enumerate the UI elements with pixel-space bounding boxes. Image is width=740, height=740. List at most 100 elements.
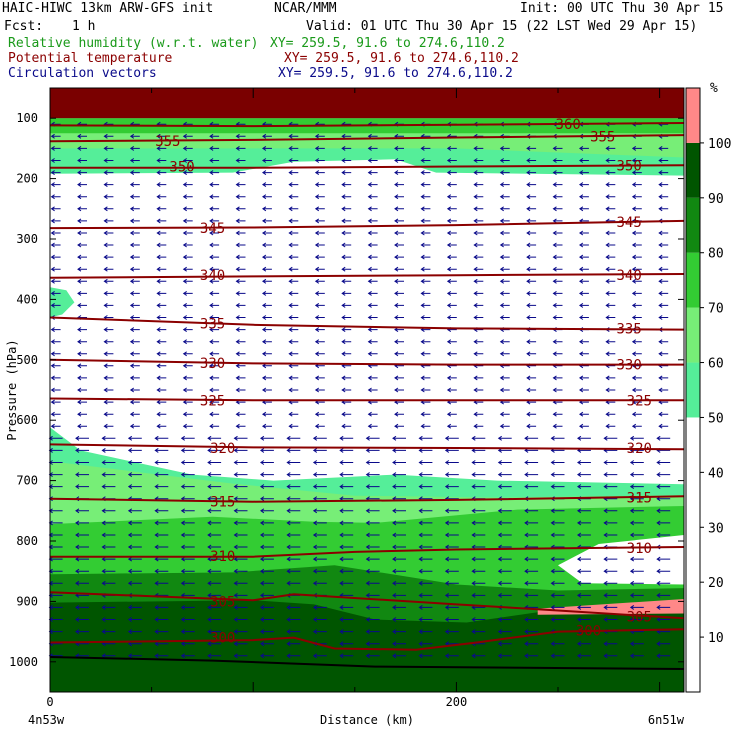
wind-vector — [497, 532, 512, 538]
wind-vector — [656, 556, 671, 562]
wind-vector — [473, 170, 484, 176]
wind-vector — [658, 206, 669, 212]
chart-title: HAIC-HIWC 13km ARW-GFS init — [2, 1, 214, 16]
wind-vector — [524, 592, 539, 598]
wind-vector — [75, 556, 89, 562]
wind-vector — [392, 472, 406, 478]
wind-vector — [658, 351, 669, 357]
wind-vector — [365, 568, 380, 574]
wind-vector — [497, 592, 512, 598]
wind-vector — [394, 206, 404, 212]
wind-vector — [526, 290, 537, 296]
wind-vector — [207, 592, 222, 598]
wind-vector — [180, 484, 195, 490]
wind-vector — [605, 387, 616, 393]
wind-vector — [392, 484, 406, 490]
wind-vector — [471, 484, 486, 490]
wind-vector — [50, 266, 61, 272]
wind-vector — [207, 435, 222, 441]
wind-vector — [418, 580, 433, 586]
wind-vector — [209, 327, 220, 333]
wind-vector — [473, 375, 484, 381]
wind-vector — [471, 617, 486, 622]
wind-vector — [261, 290, 272, 296]
wind-vector — [50, 218, 61, 224]
wind-vector — [50, 375, 61, 381]
wind-vector — [341, 170, 352, 176]
wind-vector — [552, 206, 563, 212]
wind-vector — [471, 532, 486, 538]
wind-vector — [154, 604, 169, 610]
wind-vector — [103, 399, 114, 405]
wind-vector — [658, 182, 669, 188]
wind-vector — [103, 194, 114, 200]
wind-vector — [77, 423, 87, 429]
wind-vector — [367, 254, 378, 260]
wind-vector — [578, 302, 589, 308]
wind-vector — [103, 423, 114, 429]
wind-vector — [499, 423, 510, 429]
wind-vector — [127, 556, 142, 562]
wind-vector — [444, 460, 459, 465]
wind-vector — [578, 170, 589, 176]
wind-vector — [550, 520, 565, 526]
wind-vector — [394, 242, 404, 248]
wind-vector — [288, 278, 299, 284]
wind-vector — [446, 182, 457, 188]
theta-line-325 — [49, 397, 684, 402]
wind-vector — [156, 133, 167, 139]
wind-vector — [286, 520, 301, 526]
wind-vector — [129, 230, 140, 236]
wind-vector — [473, 339, 484, 345]
wind-vector — [341, 145, 352, 151]
wind-vector — [524, 472, 539, 478]
wind-vector — [103, 158, 114, 163]
wind-vector — [603, 472, 618, 478]
wind-vector — [259, 568, 274, 574]
wind-vector — [418, 472, 433, 478]
wind-vector — [526, 315, 537, 320]
wind-vector — [420, 423, 431, 429]
wind-vector — [261, 254, 272, 260]
wind-vector — [629, 592, 644, 598]
wind-vector — [420, 351, 431, 357]
wind-vector — [420, 230, 431, 236]
wind-vector — [394, 351, 404, 357]
wind-vector — [658, 158, 669, 163]
wind-vector — [603, 460, 618, 465]
wind-vector — [446, 206, 457, 212]
wind-vector — [394, 230, 404, 236]
wind-vector — [341, 230, 352, 236]
wind-vector — [367, 327, 378, 333]
wind-vector — [235, 133, 246, 139]
wind-vector — [392, 556, 406, 562]
wind-vector — [339, 484, 354, 490]
wind-vector — [235, 290, 246, 296]
wind-vector — [182, 363, 193, 369]
wind-vector — [420, 182, 431, 188]
wind-vector — [77, 387, 87, 393]
theta-line-350 — [50, 164, 685, 169]
wind-vector — [552, 278, 563, 284]
wind-vector — [50, 145, 61, 151]
wind-vector — [233, 629, 248, 635]
wind-vector — [235, 266, 246, 272]
wind-vector — [499, 182, 510, 188]
wind-vector — [50, 278, 61, 284]
wind-vector — [473, 278, 484, 284]
wind-vector — [182, 266, 193, 272]
wind-vector — [154, 508, 169, 514]
wind-vector — [209, 170, 220, 176]
colorbar-band — [686, 88, 700, 143]
wind-vector — [50, 254, 61, 260]
wind-vector — [103, 266, 114, 272]
theta-label-345: 345 — [616, 215, 641, 231]
wind-vector — [339, 653, 354, 659]
wind-vector — [473, 194, 484, 200]
wind-vector — [235, 242, 246, 248]
wind-vector — [50, 182, 61, 188]
wind-vector — [552, 411, 563, 417]
wind-vector — [77, 218, 87, 224]
wind-vector — [129, 194, 140, 200]
wind-vector — [605, 158, 616, 163]
